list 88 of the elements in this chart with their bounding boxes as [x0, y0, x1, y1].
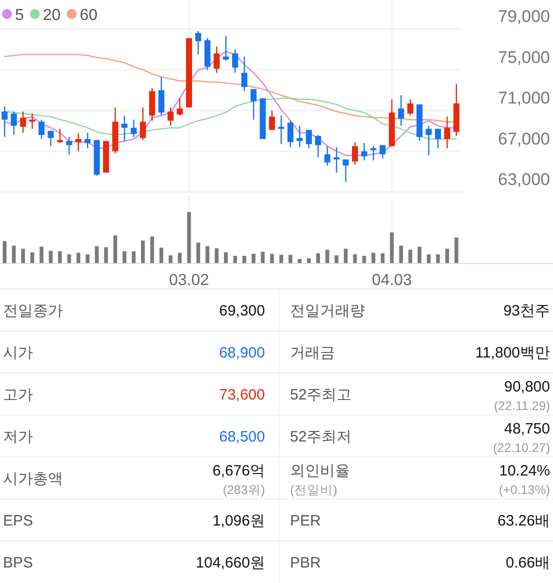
bar [344, 248, 348, 263]
text: 48,750 (22.10.27) [493, 420, 550, 455]
x-tick-label: 03.02 [168, 272, 210, 289]
text: 고가 [3, 386, 33, 404]
bar [86, 254, 90, 263]
bar [67, 254, 72, 263]
bar [399, 246, 403, 263]
bar [325, 250, 330, 263]
legend-label: 60 [80, 7, 98, 24]
bar [288, 254, 292, 263]
bar [168, 255, 172, 263]
text: 52주최저 [290, 428, 352, 446]
text: PBR [290, 554, 322, 572]
text: 52주최고 [290, 386, 352, 404]
text: 68,900 [219, 344, 265, 362]
bar [408, 250, 412, 263]
bar [334, 255, 338, 263]
text: 93천주 [503, 302, 550, 320]
text: 6,676억 (283위) [212, 462, 265, 497]
text: 0.66배 [506, 554, 550, 572]
bar [362, 256, 366, 263]
text: 73,600 [219, 386, 265, 404]
text: 전일종가 [3, 302, 63, 320]
text: 시가총액 [3, 470, 63, 488]
bar [260, 252, 265, 263]
bar [178, 252, 182, 263]
text: EPS [3, 512, 34, 530]
bar [40, 246, 44, 263]
text: 거래금 [290, 344, 335, 362]
text: 10.24% (+0.13%) [498, 462, 550, 497]
bar [30, 252, 34, 263]
bar [58, 251, 62, 263]
bar [270, 254, 274, 263]
bar [206, 246, 210, 263]
bar [76, 252, 80, 263]
bar [242, 256, 246, 263]
bar [445, 248, 450, 263]
bar [113, 235, 118, 263]
bar [214, 248, 219, 263]
bar [104, 247, 108, 263]
text: 68,500 [219, 428, 265, 446]
text: 전일거래량 [290, 302, 365, 320]
y-tick-label: 79,000 [498, 7, 550, 26]
bar [132, 251, 136, 263]
legend-label: 20 [42, 7, 61, 24]
bar [306, 258, 311, 263]
bar [316, 253, 320, 263]
text: 시가 [3, 344, 33, 362]
bar [353, 254, 357, 263]
bar [2, 241, 7, 263]
x-tick-label: 04.03 [372, 272, 412, 289]
bar [48, 250, 53, 263]
text: 104,660원 [196, 554, 265, 572]
bar [224, 252, 228, 263]
bar [233, 256, 238, 263]
bar [187, 212, 191, 263]
bar [372, 252, 376, 263]
text: 11,800백만 [475, 344, 550, 362]
y-tick-label: 75,000 [498, 48, 550, 67]
bar [141, 240, 145, 263]
bar [196, 242, 200, 263]
bar [298, 258, 302, 263]
text: 저가 [3, 428, 33, 446]
bar [279, 254, 284, 263]
bar [252, 254, 256, 263]
bar [380, 253, 385, 263]
text: 90,800 (22.11.29) [494, 378, 550, 413]
y-tick-label: 71,000 [498, 88, 550, 108]
bar [122, 251, 126, 263]
bar [436, 254, 440, 263]
bar [21, 248, 25, 263]
bar [150, 236, 154, 263]
bar [159, 248, 164, 263]
text: 1,096원 [212, 512, 265, 530]
bar [94, 246, 99, 263]
bar [426, 254, 431, 263]
text: 63.26배 [497, 512, 550, 530]
text: 69,300 [219, 302, 265, 320]
bar [12, 246, 16, 263]
bar [418, 246, 422, 263]
y-tick-label: 67,000 [498, 129, 550, 148]
y-tick-label: 63,000 [498, 170, 550, 189]
bar [390, 232, 394, 263]
text: BPS [3, 554, 34, 572]
text: PER [290, 512, 322, 530]
legend-label: 5 [15, 7, 24, 24]
text: 외인비율 (전일비) [290, 462, 350, 497]
bar [454, 238, 458, 263]
